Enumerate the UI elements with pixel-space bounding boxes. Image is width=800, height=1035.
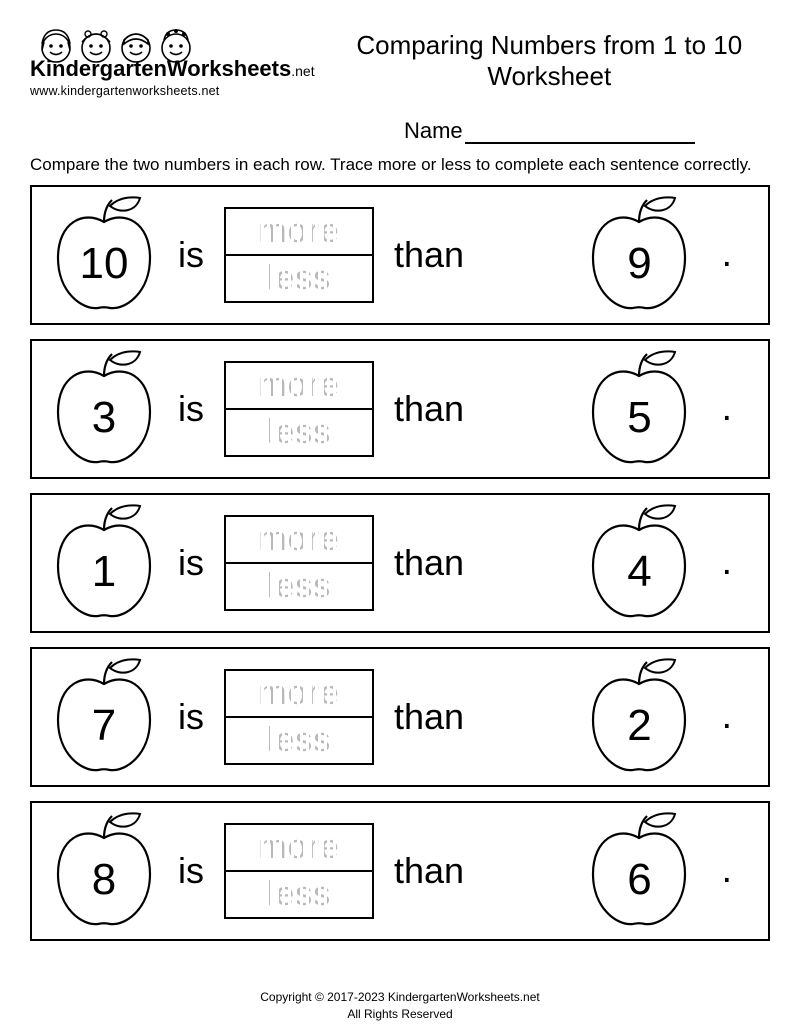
name-field-row: Name [329, 118, 770, 144]
number-left: 10 [50, 242, 158, 286]
word-than: than [394, 850, 464, 892]
apple-right: 9 [585, 196, 693, 314]
name-label: Name [404, 118, 463, 143]
trace-less[interactable]: less [226, 564, 372, 609]
apple-right: 5 [585, 350, 693, 468]
trace-less[interactable]: less [226, 410, 372, 455]
number-right: 5 [585, 396, 693, 440]
word-is: is [178, 850, 204, 892]
apple-left: 10 [50, 196, 158, 314]
apple-right: 4 [585, 504, 693, 622]
trace-more[interactable]: more [226, 517, 372, 564]
sentence-period: . [721, 695, 732, 738]
word-than: than [394, 234, 464, 276]
sentence-period: . [721, 387, 732, 430]
trace-box[interactable]: more less [224, 207, 374, 303]
apple-left: 8 [50, 812, 158, 930]
trace-box[interactable]: more less [224, 669, 374, 765]
problem-row: 1 is more less than 4 . [30, 493, 770, 633]
number-left: 7 [50, 704, 158, 748]
brand-suffix: .net [291, 63, 314, 79]
trace-more[interactable]: more [226, 671, 372, 718]
word-is: is [178, 696, 204, 738]
trace-box[interactable]: more less [224, 515, 374, 611]
worksheet-title: Comparing Numbers from 1 to 10 Worksheet [329, 30, 770, 92]
copyright-line: Copyright © 2017-2023 KindergartenWorksh… [30, 989, 770, 1006]
trace-box[interactable]: more less [224, 361, 374, 457]
instructions-text: Compare the two numbers in each row. Tra… [30, 154, 770, 177]
word-than: than [394, 542, 464, 584]
trace-box[interactable]: more less [224, 823, 374, 919]
sentence-period: . [721, 233, 732, 276]
brand-logo: KindergartenWorksheets.net www.kindergar… [30, 24, 315, 98]
number-right: 6 [585, 858, 693, 902]
number-left: 3 [50, 396, 158, 440]
word-is: is [178, 388, 204, 430]
title-block: Comparing Numbers from 1 to 10 Worksheet… [329, 24, 770, 144]
trace-more[interactable]: more [226, 363, 372, 410]
number-left: 1 [50, 550, 158, 594]
word-than: than [394, 696, 464, 738]
number-right: 4 [585, 550, 693, 594]
number-left: 8 [50, 858, 158, 902]
header: KindergartenWorksheets.net www.kindergar… [30, 24, 770, 144]
sentence-period: . [721, 849, 732, 892]
word-is: is [178, 542, 204, 584]
word-is: is [178, 234, 204, 276]
sentence-period: . [721, 541, 732, 584]
name-blank-line[interactable] [465, 142, 695, 144]
trace-less[interactable]: less [226, 718, 372, 763]
apple-right: 6 [585, 812, 693, 930]
trace-less[interactable]: less [226, 256, 372, 301]
problem-row: 10 is more less than 9 . [30, 185, 770, 325]
number-right: 2 [585, 704, 693, 748]
brand-line1: Kindergarten [30, 56, 167, 81]
problem-row: 3 is more less than 5 . [30, 339, 770, 479]
apple-left: 7 [50, 658, 158, 776]
problems-list: 10 is more less than 9 . 3 is more less … [30, 185, 770, 975]
brand-line2: Worksheets [167, 56, 291, 81]
number-right: 9 [585, 242, 693, 286]
rights-line: All Rights Reserved [30, 1006, 770, 1023]
problem-row: 7 is more less than 2 . [30, 647, 770, 787]
trace-less[interactable]: less [226, 872, 372, 917]
word-than: than [394, 388, 464, 430]
trace-more[interactable]: more [226, 825, 372, 872]
trace-more[interactable]: more [226, 209, 372, 256]
brand-url: www.kindergartenworksheets.net [30, 84, 315, 98]
apple-left: 1 [50, 504, 158, 622]
apple-right: 2 [585, 658, 693, 776]
apple-left: 3 [50, 350, 158, 468]
brand-name: KindergartenWorksheets.net [30, 58, 315, 80]
problem-row: 8 is more less than 6 . [30, 801, 770, 941]
footer: Copyright © 2017-2023 KindergartenWorksh… [30, 989, 770, 1023]
